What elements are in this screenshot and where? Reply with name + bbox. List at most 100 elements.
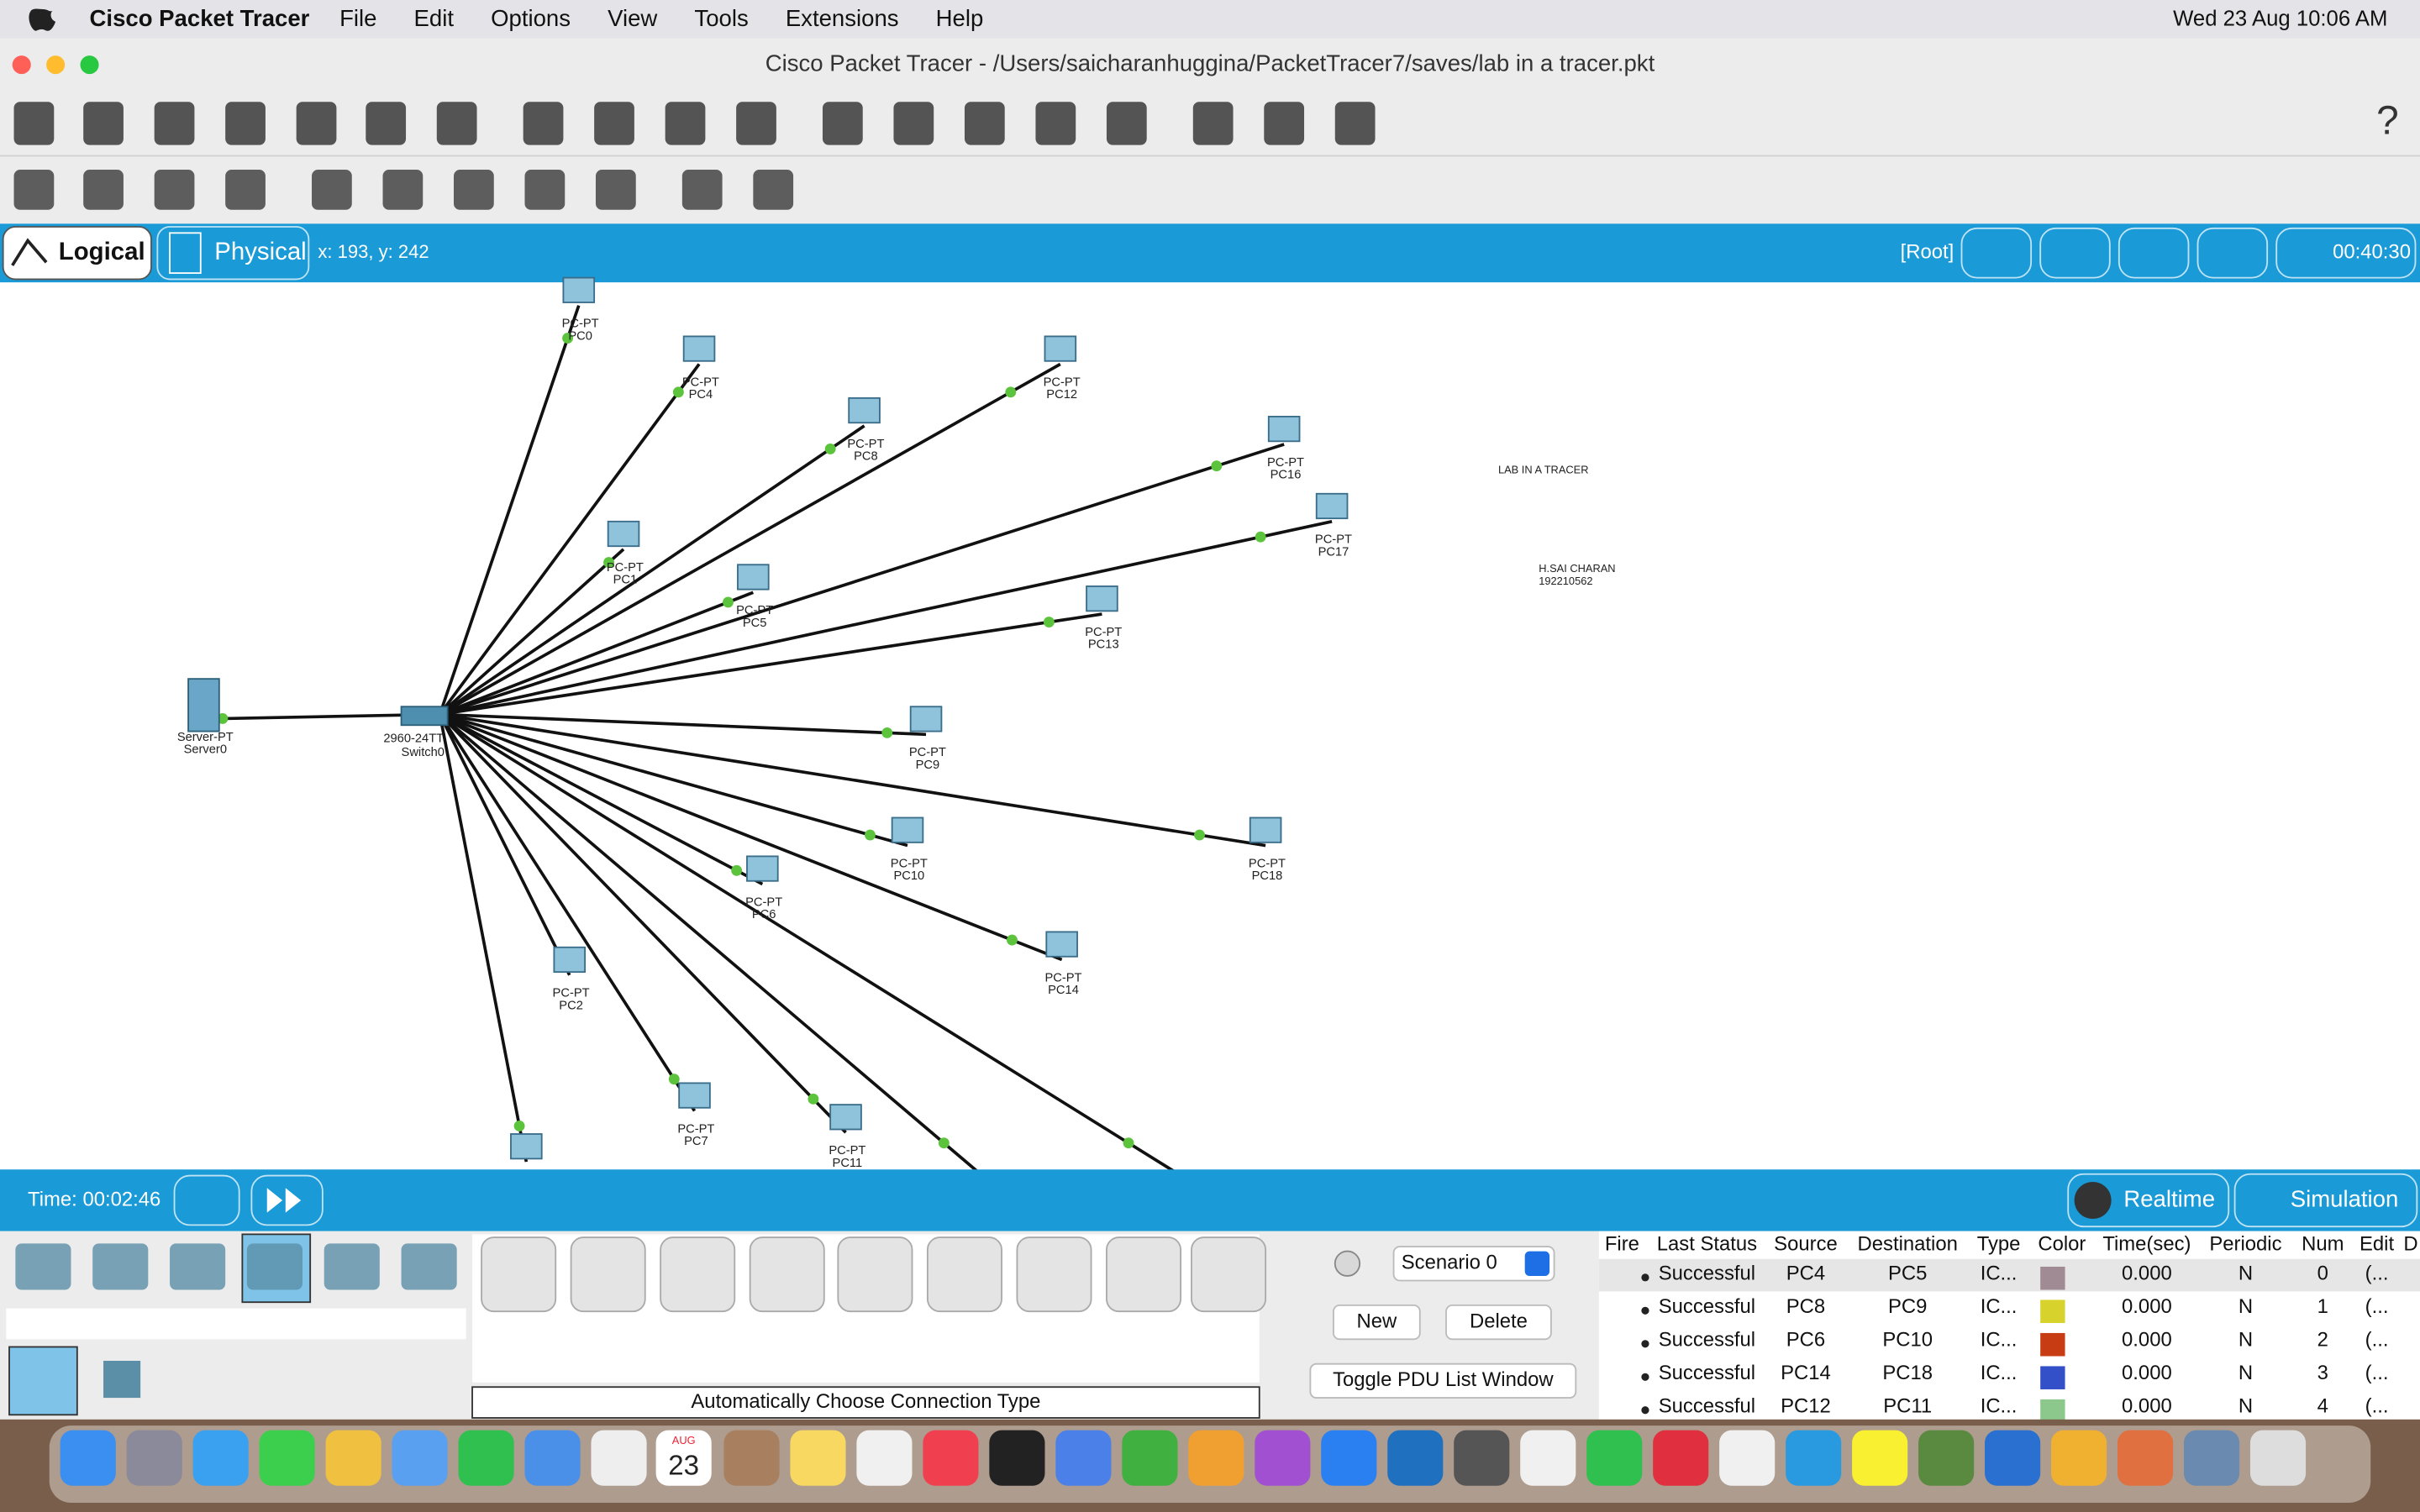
toolbar-button[interactable]	[83, 102, 124, 145]
table-row[interactable]	[1598, 1292, 2420, 1325]
toggle-button[interactable]	[1309, 1362, 1577, 1399]
simulation-tab[interactable]	[2233, 1173, 2418, 1228]
dock-app[interactable]	[60, 1430, 116, 1486]
dock-app[interactable]	[458, 1430, 514, 1486]
app-menu[interactable]: Cisco Packet Tracer	[90, 5, 310, 31]
logical-tab[interactable]	[2, 226, 152, 281]
move-button[interactable]	[2118, 227, 2190, 279]
dock-app[interactable]	[2051, 1430, 2107, 1486]
menu-item[interactable]: File	[339, 5, 376, 31]
toolbar-button[interactable]	[1264, 102, 1305, 145]
zoom-button[interactable]	[80, 55, 99, 75]
toolbar-button[interactable]	[1035, 102, 1076, 145]
dock-app[interactable]	[1719, 1430, 1776, 1486]
device-category[interactable]	[324, 1243, 380, 1290]
dock-app[interactable]	[1918, 1430, 1975, 1486]
info-icon[interactable]	[1334, 1250, 1361, 1277]
physical-label[interactable]: Physical	[214, 238, 306, 265]
device-category[interactable]	[401, 1243, 457, 1290]
delete-button[interactable]	[1445, 1304, 1552, 1341]
toolbar-button[interactable]	[524, 170, 566, 210]
menu-item[interactable]: View	[608, 5, 657, 31]
toolbar-button[interactable]	[964, 102, 1005, 145]
dock-app[interactable]	[1122, 1430, 1178, 1486]
minimize-button[interactable]	[46, 55, 66, 75]
toolbar-button[interactable]	[154, 170, 195, 210]
connection-type[interactable]	[660, 1236, 736, 1313]
simulation-label[interactable]: Simulation	[2291, 1185, 2399, 1211]
toolbar-button[interactable]	[436, 102, 477, 145]
pc-icon[interactable]	[891, 816, 924, 843]
note[interactable]: 192210562	[1539, 575, 1592, 587]
clock[interactable]: Wed 23 Aug 10:06 AM	[2173, 8, 2387, 31]
dock-app[interactable]	[2118, 1430, 2174, 1486]
toolbar-button[interactable]	[595, 170, 636, 210]
connection-type[interactable]	[481, 1236, 557, 1313]
dock-app[interactable]	[192, 1430, 249, 1486]
toolbar-button[interactable]	[83, 170, 124, 210]
dock-app[interactable]	[1321, 1430, 1377, 1486]
delete-label[interactable]: Delete	[1470, 1310, 1528, 1332]
connection-type[interactable]	[1191, 1236, 1267, 1313]
table-row[interactable]	[1598, 1391, 2420, 1425]
dock-app[interactable]	[1387, 1430, 1444, 1486]
root-label[interactable]: [Root]	[1901, 241, 1954, 264]
dock-app[interactable]	[2183, 1430, 2240, 1486]
menu-item[interactable]: Extensions	[786, 5, 899, 31]
dock-app[interactable]	[1985, 1430, 2041, 1486]
pc-icon[interactable]	[909, 706, 943, 732]
device-search[interactable]	[6, 1308, 466, 1340]
menu-item[interactable]: Help	[936, 5, 984, 31]
note[interactable]: H.SAI CHARAN	[1539, 562, 1615, 575]
toolbar-button[interactable]	[225, 170, 266, 210]
toolbar-button[interactable]	[312, 170, 352, 210]
pc-icon[interactable]	[553, 946, 587, 974]
table-row[interactable]	[1598, 1325, 2420, 1358]
toolbar-button[interactable]	[594, 102, 634, 145]
calendar-icon[interactable]	[655, 1430, 712, 1486]
pc-icon[interactable]	[510, 1133, 543, 1160]
dock-app[interactable]	[1586, 1430, 1643, 1486]
toolbar-button[interactable]	[1334, 102, 1376, 145]
pc-icon[interactable]	[1044, 335, 1077, 362]
dock-app[interactable]	[1055, 1430, 1112, 1486]
close-button[interactable]	[12, 55, 31, 75]
menu-item[interactable]: Tools	[694, 5, 748, 31]
dock-app[interactable]	[1786, 1430, 1842, 1486]
pc-icon[interactable]	[1086, 585, 1118, 612]
toolbar-button[interactable]	[736, 102, 776, 145]
connection-type[interactable]	[926, 1236, 1002, 1313]
pc-icon[interactable]	[682, 335, 716, 362]
connection-type[interactable]	[570, 1236, 646, 1313]
scenario-select[interactable]	[1392, 1246, 1555, 1282]
dock-app[interactable]	[325, 1430, 381, 1486]
switch-icon[interactable]	[400, 706, 449, 727]
dock-app[interactable]	[1454, 1430, 1510, 1486]
connection-type[interactable]	[749, 1236, 825, 1313]
pc-icon[interactable]	[607, 520, 640, 548]
dock-app[interactable]	[126, 1430, 182, 1486]
dock-app[interactable]	[1255, 1430, 1311, 1486]
reset-button[interactable]	[173, 1174, 240, 1226]
device-item[interactable]	[103, 1361, 141, 1399]
logical-label[interactable]: Logical	[59, 238, 145, 265]
dock-app[interactable]	[723, 1430, 780, 1486]
dock-app[interactable]	[1653, 1430, 1709, 1486]
pc-icon[interactable]	[848, 396, 881, 424]
pc-icon[interactable]	[746, 855, 779, 882]
device-category[interactable]	[170, 1243, 226, 1290]
menu-item[interactable]: Edit	[414, 5, 455, 31]
realtime-tab[interactable]	[2067, 1173, 2230, 1228]
toolbar-button[interactable]	[753, 170, 794, 210]
toolbar-button[interactable]	[154, 102, 195, 145]
dock-app[interactable]	[1852, 1430, 1908, 1486]
dock-app[interactable]	[1520, 1430, 1576, 1486]
scenario-value[interactable]: Scenario 0	[1402, 1252, 1497, 1274]
selected-connection[interactable]	[8, 1346, 78, 1416]
toolbar-button[interactable]	[454, 170, 494, 210]
dock-app[interactable]	[591, 1430, 647, 1486]
device-category[interactable]	[15, 1243, 71, 1290]
pc-icon[interactable]	[678, 1082, 711, 1109]
dock-app[interactable]	[989, 1430, 1045, 1486]
toolbar-button[interactable]	[523, 102, 564, 145]
